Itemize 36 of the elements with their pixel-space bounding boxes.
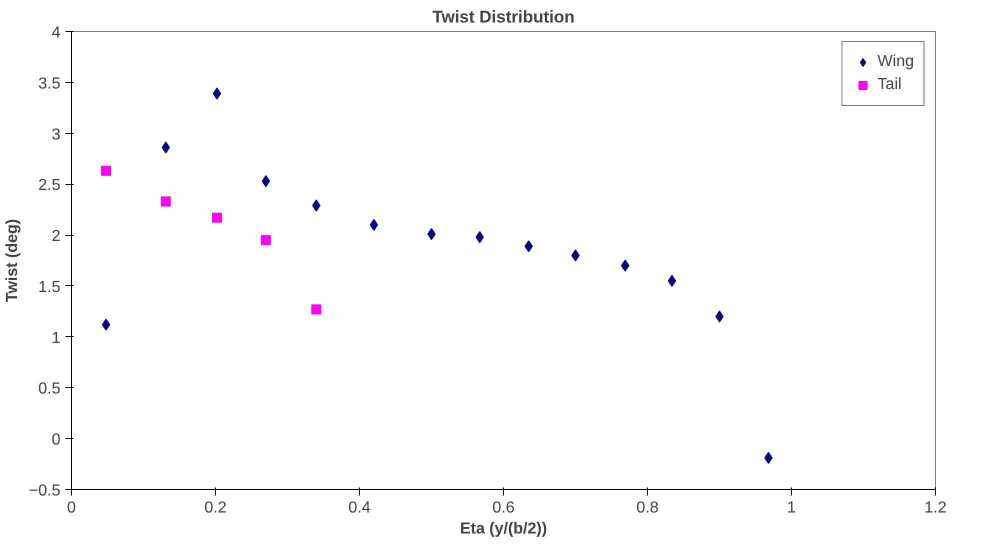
y-tick-label: −0.5 (28, 482, 61, 500)
point (571, 249, 580, 262)
point (212, 212, 222, 223)
point (668, 274, 676, 287)
y-tick-label: 2 (52, 228, 61, 246)
y-tick-label: 3 (52, 126, 61, 144)
y-tick-label: 2.5 (38, 177, 61, 194)
point (102, 318, 110, 331)
point (764, 452, 773, 464)
point (427, 228, 436, 240)
point (101, 166, 112, 176)
point (260, 235, 271, 246)
x-tick-label: 0.6 (492, 500, 515, 516)
point (212, 88, 222, 100)
x-tick-label: 0.4 (348, 500, 371, 516)
point (715, 310, 724, 322)
point (160, 196, 171, 206)
y-tick-label: 4 (52, 24, 61, 42)
y-tick-label: 1 (52, 330, 61, 347)
legend-label: Wing (878, 53, 914, 71)
x-axis-title: Eta (y/(b/2)) (460, 520, 548, 538)
y-tick-label: 1.5 (38, 278, 61, 296)
y-tick-label: 0.5 (38, 380, 61, 398)
x-tick-label: 0.8 (636, 500, 659, 516)
y-tick-label: 0 (52, 432, 61, 449)
point (370, 218, 378, 231)
legend-label: Tail (878, 76, 902, 94)
x-tick-label: 0.2 (204, 500, 227, 516)
chart-title: Twist Distribution (432, 8, 575, 26)
y-tick-label: 3.5 (38, 75, 61, 92)
x-tick-label: 1.2 (924, 500, 947, 516)
x-tick-label: 1 (787, 500, 796, 516)
y-axis-title: Twist (deg) (4, 218, 21, 302)
point (311, 304, 322, 314)
x-tick-label: 0 (67, 500, 76, 516)
point (262, 175, 270, 188)
